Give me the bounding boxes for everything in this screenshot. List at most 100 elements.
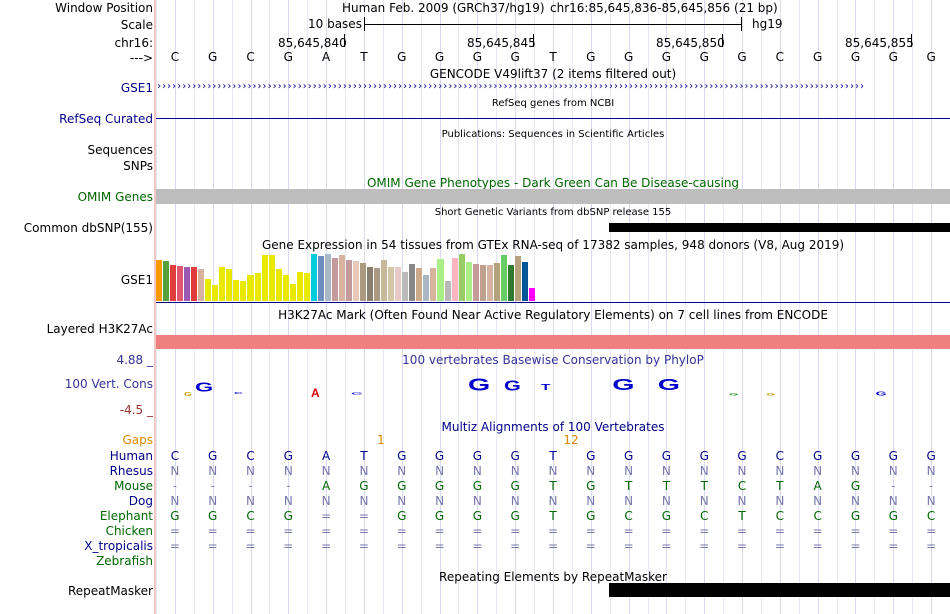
gtex-tissue-bar[interactable] (338, 254, 345, 301)
gtex-tissue-bar[interactable] (458, 254, 465, 301)
omim-genes-label[interactable]: OMIM Genes (77, 190, 153, 204)
gtex-tissue-bar[interactable] (514, 255, 521, 301)
gtex-tissue-bar[interactable] (528, 287, 535, 301)
gtex-tissue-bar[interactable] (219, 266, 226, 301)
gtex-bar-chart[interactable] (156, 254, 536, 301)
sequences-label[interactable]: Sequences (87, 143, 153, 157)
gtex-tissue-bar[interactable] (261, 254, 268, 301)
gtex-tissue-bar[interactable] (423, 275, 430, 301)
omim-track-title[interactable]: OMIM Gene Phenotypes - Dark Green Can Be… (366, 176, 740, 190)
repeat-track-title[interactable]: Repeating Elements by RepeatMasker (439, 570, 667, 584)
gtex-tissue-bar[interactable] (254, 272, 261, 301)
alignment-row[interactable]: G G C G = = G G G G T G C G C T C C G G C (156, 509, 950, 523)
gtex-tissue-bar[interactable] (465, 261, 472, 301)
gtex-tissue-bar[interactable] (331, 257, 338, 301)
gtex-tissue-bar[interactable] (156, 259, 163, 301)
refseq-gene-line[interactable] (156, 118, 950, 119)
gtex-tissue-bar[interactable] (191, 266, 198, 301)
multiz-track-title[interactable]: Multiz Alignments of 100 Vertebrates (441, 420, 665, 434)
cons-label[interactable]: 100 Vert. Cons (64, 377, 153, 391)
gtex-tissue-bar[interactable] (177, 266, 184, 301)
gtex-tissue-bar[interactable] (451, 257, 458, 301)
gtex-tissue-bar[interactable] (275, 269, 282, 301)
cons-logo[interactable]: G G C A G G G T G G G G G (156, 365, 950, 405)
gtex-tissue-bar[interactable] (212, 284, 219, 301)
gaps-label[interactable]: Gaps (122, 433, 153, 447)
gse1-gtex-label[interactable]: GSE1 (120, 273, 153, 287)
omim-gene-feature[interactable] (156, 189, 950, 204)
gtex-tissue-bar[interactable] (184, 267, 191, 301)
gtex-tissue-bar[interactable] (205, 279, 212, 301)
common-dbsnp-label[interactable]: Common dbSNP(155) (23, 221, 153, 235)
gtex-tissue-bar[interactable] (170, 265, 177, 301)
gtex-tissue-bar[interactable] (240, 281, 247, 301)
alignment-row[interactable]: = = = = = = = = = = = = = = = = = = = = = (156, 524, 950, 538)
gencode-track-title[interactable]: GENCODE V49lift37 (2 items filtered out) (429, 67, 677, 81)
species-label[interactable]: Mouse (114, 479, 153, 493)
gtex-tissue-bar[interactable] (353, 261, 360, 301)
gtex-tissue-bar[interactable] (430, 268, 437, 301)
gtex-tissue-bar[interactable] (289, 283, 296, 301)
gse1-gencode-label[interactable]: GSE1 (120, 81, 153, 95)
publications-track-title[interactable]: Publications: Sequences in Scientific Ar… (441, 129, 665, 140)
gtex-tissue-bar[interactable] (444, 281, 451, 301)
gtex-tissue-bar[interactable] (163, 260, 170, 301)
species-label[interactable]: X_tropicalis (84, 539, 153, 553)
gtex-tissue-bar[interactable] (388, 266, 395, 301)
h3k27ac-track-title[interactable]: H3K27Ac Mark (Often Found Near Active Re… (278, 308, 828, 322)
gtex-tissue-bar[interactable] (472, 263, 479, 301)
gtex-tissue-bar[interactable] (416, 268, 423, 301)
aligned-base: N (246, 494, 255, 508)
gtex-tissue-bar[interactable] (395, 267, 402, 301)
gtex-tissue-bar[interactable] (346, 259, 353, 301)
alignment-row[interactable]: = = = = = = = = = = = = = = = = = = = = = (156, 539, 950, 553)
dbsnp-track-title[interactable]: Short Genetic Variants from dbSNP releas… (434, 207, 672, 218)
gtex-tissue-bar[interactable] (507, 265, 514, 301)
gtex-tissue-bar[interactable] (521, 261, 528, 301)
gtex-tissue-bar[interactable] (282, 274, 289, 301)
layered-h3k27ac-label[interactable]: Layered H3K27Ac (46, 322, 153, 336)
gtex-tissue-bar[interactable] (247, 274, 254, 301)
gtex-tissue-bar[interactable] (479, 265, 486, 301)
snps-label[interactable]: SNPs (123, 159, 153, 173)
gtex-tissue-bar[interactable] (500, 255, 507, 301)
repeat-element-feature[interactable] (609, 583, 950, 597)
gtex-tissue-bar[interactable] (381, 259, 388, 301)
gtex-tissue-bar[interactable] (310, 254, 317, 301)
gtex-track-title[interactable]: Gene Expression in 54 tissues from GTEx … (261, 238, 845, 252)
species-label[interactable]: Elephant (99, 509, 153, 523)
species-label[interactable]: Chicken (105, 524, 153, 538)
species-label[interactable]: Rhesus (109, 464, 153, 478)
dbsnp-variant-feature[interactable] (609, 223, 950, 232)
gtex-tissue-bar[interactable] (360, 263, 367, 301)
species-label[interactable]: Zebrafish (96, 554, 153, 568)
gtex-tissue-bar[interactable] (437, 258, 444, 301)
gtex-tissue-bar[interactable] (402, 271, 409, 301)
species-label[interactable]: Human (109, 449, 153, 463)
gtex-tissue-bar[interactable] (233, 279, 240, 301)
cons-track-title[interactable]: 100 vertebrates Basewise Conservation by… (402, 353, 704, 367)
refseq-curated-label[interactable]: RefSeq Curated (59, 112, 153, 126)
refseq-track-title[interactable]: RefSeq genes from NCBI (491, 98, 615, 109)
h3k27ac-signal[interactable] (156, 335, 950, 349)
repeatmasker-label[interactable]: RepeatMasker (67, 584, 153, 598)
species-label[interactable]: Dog (128, 494, 153, 508)
gtex-tissue-bar[interactable] (486, 265, 493, 301)
gtex-tissue-bar[interactable] (324, 254, 331, 301)
alignment-row[interactable] (156, 554, 950, 568)
gtex-tissue-bar[interactable] (303, 273, 310, 301)
gtex-tissue-bar[interactable] (198, 268, 205, 301)
gse1-transcript-feature[interactable]: ››››››››››››››››››››››››››››››››››››››››… (156, 81, 865, 92)
gtex-tissue-bar[interactable] (317, 255, 324, 301)
gtex-tissue-bar[interactable] (296, 271, 303, 301)
gtex-tissue-bar[interactable] (268, 254, 275, 301)
gtex-tissue-bar[interactable] (409, 264, 416, 301)
gtex-tissue-bar[interactable] (367, 267, 374, 301)
gtex-tissue-bar[interactable] (374, 268, 381, 301)
gtex-tissue-bar[interactable] (226, 269, 233, 301)
gtex-tissue-bar[interactable] (493, 262, 500, 301)
